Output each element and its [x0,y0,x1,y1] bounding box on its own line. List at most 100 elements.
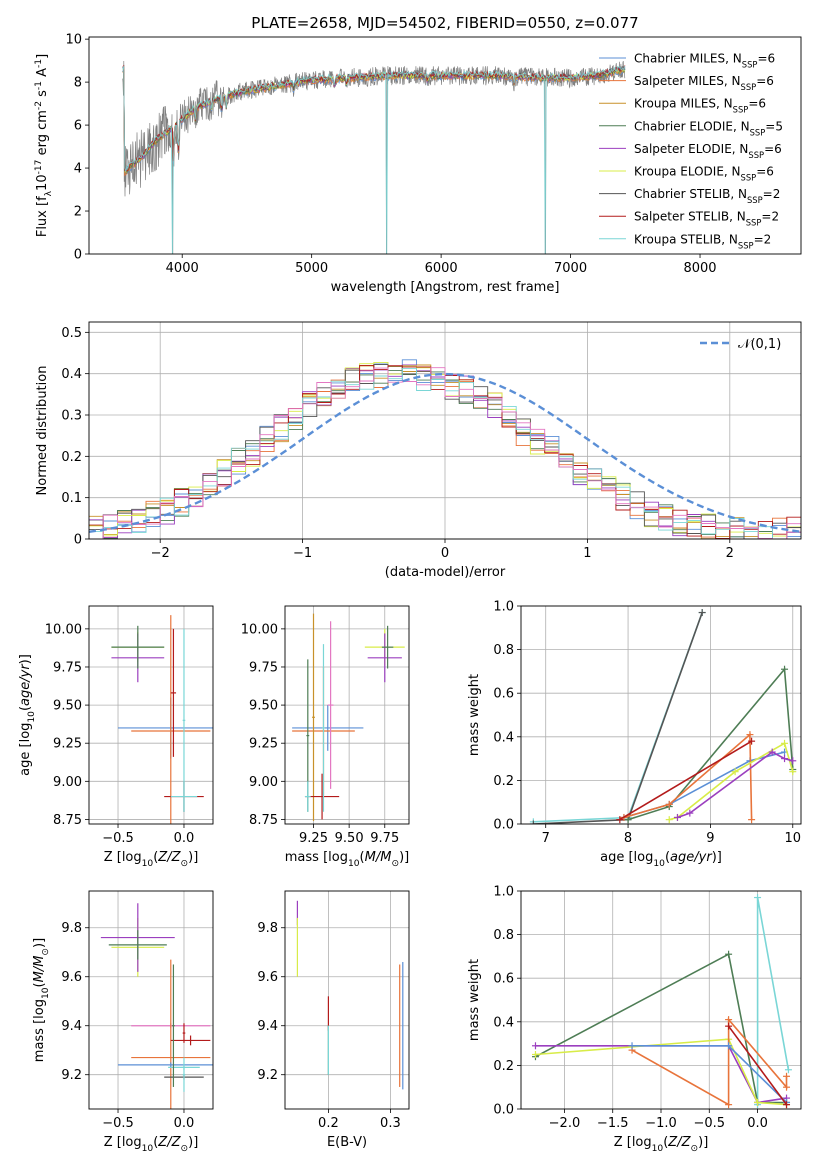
y-axis-label: Normed distribution [35,366,50,496]
y-tick-label: 8 [74,76,82,91]
text-span: M/M [32,956,47,983]
y-tick-label: 9.2 [257,1068,278,1083]
text-span: Chabrier STELIB, N [634,187,747,201]
x-tick-label: 8 [624,831,632,846]
series-line-1 [533,612,703,824]
text-span: ] [35,54,50,59]
y-tick-label: 8.75 [53,813,82,828]
y-tick-label: 10.00 [241,622,278,637]
y-tick-label: 9.50 [53,699,82,714]
series-line-6 [677,751,794,819]
y-tick-label: 0.5 [61,326,82,341]
axes-frame [284,890,410,1110]
x-tick-label: 0.2 [318,1116,339,1131]
y-tick-label: 9.2 [61,1068,82,1083]
text-span: =6 [756,165,774,179]
text-span: ( [153,850,158,865]
text-span: age [log [600,850,653,865]
text-span: )] [32,938,47,948]
x-tick-label: 7000 [554,261,587,276]
plot-area [100,903,213,1109]
series-line-7 [619,740,753,821]
y-tick-label: 0.4 [493,1015,514,1030]
subscript: ⊙ [41,948,51,956]
text-span: age/yr [18,663,33,706]
x-axis-label: (data-model)/error [385,565,506,580]
x-axis-label: age [log10(age/yr)] [600,850,722,869]
y-axis-label: mass weight [467,959,482,1041]
text-span: mass [log [32,999,47,1062]
subscript: 10 [142,1144,154,1154]
axes-frame [284,605,410,825]
x-tick-label: 9.50 [335,831,364,846]
y-tick-label: 4 [74,162,82,177]
x-tick-label: −1.0 [645,1116,677,1131]
legend-label: Salpeter MILES, NSSP=6 [634,74,774,92]
x-tick-label: −0.5 [102,831,134,846]
text-span: Z/Z [157,1135,181,1150]
x-tick-label: 6000 [425,261,458,276]
text-span: ( [665,850,670,865]
x-tick-label: 1 [583,546,591,561]
y-tick-label: 0.0 [493,1103,514,1118]
text-span: )] [18,654,33,664]
x-tick-label: −2.0 [549,1116,581,1131]
text-span: Chabrier ELODIE, N [634,119,750,133]
x-tick-label: 0.0 [174,831,195,846]
y-tick-label: 0.0 [493,818,514,833]
text-span: mass [log [285,850,348,865]
text-span: Z/Z [157,850,181,865]
y-tick-label: 0.3 [61,409,82,424]
panel-residuals: −2 −1 0 1 2 0 0.1 0.2 0.3 0.4 0.5 (data-model)/erro… [35,321,802,580]
text-span: Z [log [104,850,142,865]
spectrum-data-line [122,60,626,254]
x-axis-label: Z [log10(Z/Z⊙)] [104,850,199,869]
text-span: =2 [763,187,781,201]
subscript: 10 [348,859,360,869]
text-span: (data-model)/error [385,565,506,580]
normal-curve [89,372,801,533]
text-span: Z [log [104,1135,142,1150]
x-axis-label: Z [log10(Z/Z⊙)] [104,1135,199,1154]
x-axis-label: mass [log10(M/M⊙)] [285,850,409,869]
legend-label: Chabrier STELIB, NSSP=2 [634,187,780,205]
text-span: 10 [35,174,50,191]
text-span: Z/Z [667,1135,691,1150]
axes-frame [88,605,214,825]
superscript: -1 [34,81,44,90]
text-span: Salpeter STELIB, N [634,210,746,224]
text-span: mass weight [467,674,482,756]
text-span: Normed distribution [35,366,50,496]
axes-frame [520,605,802,825]
text-span: M/M [365,850,392,865]
subscript: 10 [41,987,51,999]
histogram-step-9 [89,367,801,539]
plot-area [89,359,801,539]
x-tick-label: 0.0 [747,1116,768,1131]
subscript: ⊙ [691,1144,699,1154]
x-axis-label: E(B-V) [327,1135,367,1150]
x-axis-label: wavelength [Angstrom, rest frame] [331,280,560,295]
x-tick-label: −1 [293,546,312,561]
plot-area [529,609,797,824]
subscript: SSP [742,60,758,70]
y-tick-label: 9.00 [53,775,82,790]
y-tick-label: 9.8 [61,921,82,936]
text-span: )] [188,1135,198,1150]
text-span: 𝒩(0,1) [738,337,781,352]
x-tick-label: 0.3 [380,1116,401,1131]
series-line-4 [623,732,753,820]
text-span: ( [18,706,33,711]
legend-label: Salpeter STELIB, NSSP=2 [634,210,779,228]
subscript: SSP [748,150,764,160]
y-axis-label: mass [log10(M/M⊙)] [32,938,51,1062]
y-tick-label: 0.4 [61,367,82,382]
text-span: =6 [764,142,782,156]
y-tick-label: 0.8 [493,928,514,943]
y-tick-label: 10 [65,33,82,48]
text-span: wavelength [Angstrom, rest frame] [331,280,560,295]
y-tick-label: 9.00 [249,775,278,790]
text-span: =6 [756,74,774,88]
plot-area [531,894,792,1109]
